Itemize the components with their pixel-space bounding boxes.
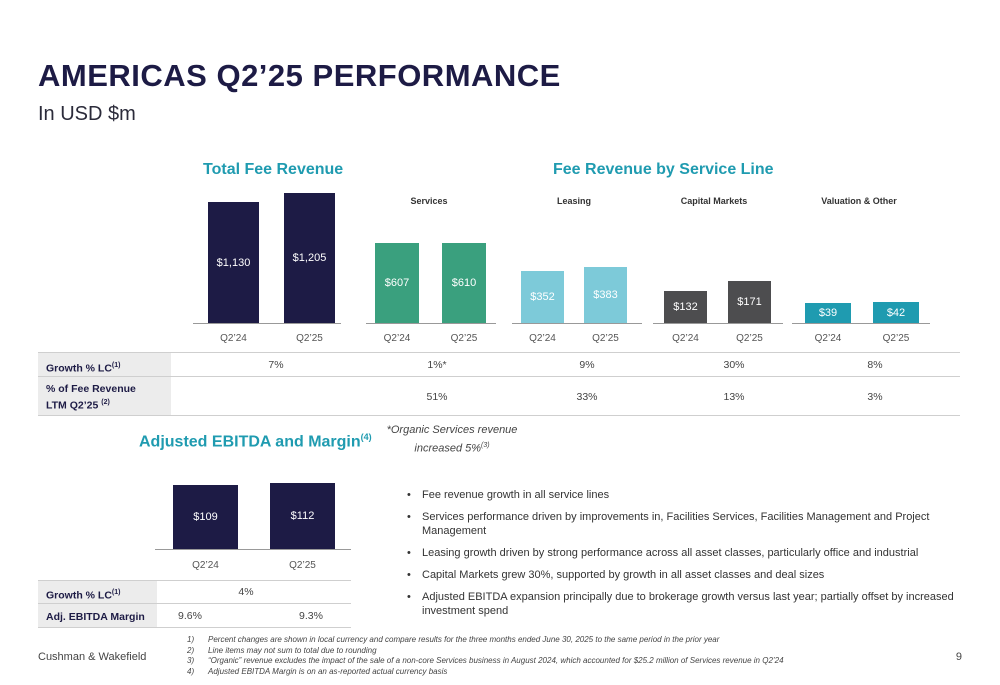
leasing-bar: $383: [584, 267, 627, 323]
footnote: 4) Adjusted EBITDA Margin is on an as-rep…: [187, 666, 448, 676]
footnote: 1) Percent changes are shown in local cur…: [187, 635, 720, 644]
growth-row-label: Growth % LC(1): [46, 362, 121, 375]
bullet-item: Fee revenue growth in all service lines: [404, 488, 994, 502]
total-fee-revenue-heading: Total Fee Revenue: [203, 161, 344, 178]
ebitda-growth-label: Growth % LC(1): [46, 589, 121, 602]
leasing-x-tick-label: Q2’24: [529, 333, 556, 344]
footnote: 2) Line items may not sum to total due to…: [187, 645, 377, 655]
services-x-tick-label: Q2’24: [383, 333, 411, 344]
organic-services-note: *Organic Services revenue increased 5%(3…: [386, 424, 518, 455]
ebitda-x-tick-label: Q2’24: [192, 560, 219, 571]
leasing-label: Leasing: [556, 196, 591, 206]
services-label: Services: [410, 196, 448, 206]
bullet-item: Services performance driven by improveme…: [404, 510, 994, 538]
valuation-other-label: Valuation & Other: [821, 196, 897, 206]
services-bar: $610: [442, 243, 486, 323]
ebitda-margin-q224: 9.6%: [178, 610, 202, 622]
bullet-item: Adjusted EBITDA expansion principally du…: [404, 590, 994, 618]
capital-markets-bar: $171: [728, 281, 771, 323]
capital-markets-bar: $132: [664, 291, 707, 323]
total-bar-value-label: $1,130: [216, 256, 251, 269]
total-x-tick-label: Q2’24: [220, 333, 247, 344]
table-top-rule: [38, 352, 960, 353]
services-bar-value-label: $607: [384, 277, 410, 289]
valuation-x-tick-label: Q2’25: [882, 333, 910, 344]
ebitda-chart-baseline: [155, 549, 351, 550]
capital-markets-x-tick-label: Q2’24: [672, 333, 699, 344]
ebitda-table-bottom-rule: [38, 627, 351, 628]
leasing-bar-value-label: $383: [593, 289, 618, 301]
services-chart-baseline: [366, 323, 496, 324]
share-capital-markets: 13%: [723, 391, 745, 403]
table-mid-rule: [38, 376, 960, 377]
table-label-band: [38, 353, 171, 415]
capital-markets-label: Capital Markets: [680, 196, 748, 206]
capital-markets-chart-baseline: [653, 323, 783, 324]
ebitda-table-top-rule: [38, 580, 351, 581]
commentary-bullets: Fee revenue growth in all service lines …: [404, 488, 994, 626]
ebitda-bar-value-label: $109: [193, 511, 218, 523]
services-bar-value-label: $610: [451, 277, 477, 289]
services-x-tick-label: Q2’25: [450, 333, 478, 344]
ebitda-table-mid-rule: [38, 603, 351, 604]
leasing-bar: $352: [521, 271, 564, 323]
bullet-item: Capital Markets grew 30%, supported by g…: [404, 568, 994, 582]
total-x-tick-label: Q2’25: [296, 333, 323, 344]
footnotes: 1) Percent changes are shown in local cur…: [187, 635, 784, 677]
ebitda-bar-value-label: $112: [290, 510, 315, 522]
capital-markets-x-tick-label: Q2’25: [736, 333, 763, 344]
share-row-label: % of Fee Revenue LTM Q2’25 (2): [46, 383, 136, 412]
leasing-chart-baseline: [512, 323, 642, 324]
leasing-x-tick-label: Q2’25: [592, 333, 619, 344]
ebitda-bar: $109: [173, 485, 238, 549]
page-subtitle: In USD $m: [38, 103, 136, 125]
ebitda-margin-q225: 9.3%: [299, 610, 323, 622]
services-bar: $607: [375, 243, 419, 323]
valuation-x-tick-label: Q2’24: [814, 333, 842, 344]
bullet-item: Leasing growth driven by strong performa…: [404, 546, 994, 560]
total-bar: $1,205: [284, 193, 335, 323]
growth-leasing: 9%: [579, 359, 595, 371]
total-bar: $1,130: [208, 202, 259, 323]
valuation-chart-baseline: [792, 323, 930, 324]
capital-markets-bar-value-label: $132: [673, 301, 698, 313]
valuation-bar-value-label: $39: [818, 307, 838, 319]
ebitda-label-band: [38, 581, 157, 627]
fee-by-service-heading: Fee Revenue by Service Line: [553, 161, 774, 178]
growth-services: 1%*: [427, 359, 447, 371]
ebitda-heading: Adjusted EBITDA and Margin(4): [139, 432, 372, 451]
total-bar-value-label: $1,205: [292, 252, 327, 264]
capital-markets-bar-value-label: $171: [737, 296, 762, 308]
share-valuation: 3%: [867, 391, 883, 403]
page-title: AMERICAS Q2’25 PERFORMANCE: [38, 58, 561, 93]
ebitda-margin-label: Adj. EBITDA Margin: [46, 611, 145, 623]
valuation-bar: $42: [873, 302, 919, 323]
footnote: 3) “Organic” revenue excludes the impact …: [187, 656, 784, 665]
share-services: 51%: [426, 391, 448, 403]
valuation-bar-value-label: $42: [886, 306, 906, 319]
growth-valuation: 8%: [867, 359, 883, 371]
growth-capital-markets: 30%: [723, 359, 745, 371]
valuation-bar: $39: [805, 303, 851, 323]
total-chart-baseline: [193, 323, 341, 324]
table-bottom-rule: [38, 415, 960, 416]
growth-total: 7%: [268, 359, 284, 371]
leasing-bar-value-label: $352: [530, 291, 555, 303]
share-leasing: 33%: [576, 391, 598, 403]
ebitda-x-tick-label: Q2’25: [289, 560, 316, 571]
ebitda-bar: $112: [270, 483, 335, 549]
ebitda-growth-value: 4%: [238, 586, 254, 598]
company-name: Cushman & Wakefield: [38, 651, 147, 663]
page-number: 9: [955, 651, 962, 663]
